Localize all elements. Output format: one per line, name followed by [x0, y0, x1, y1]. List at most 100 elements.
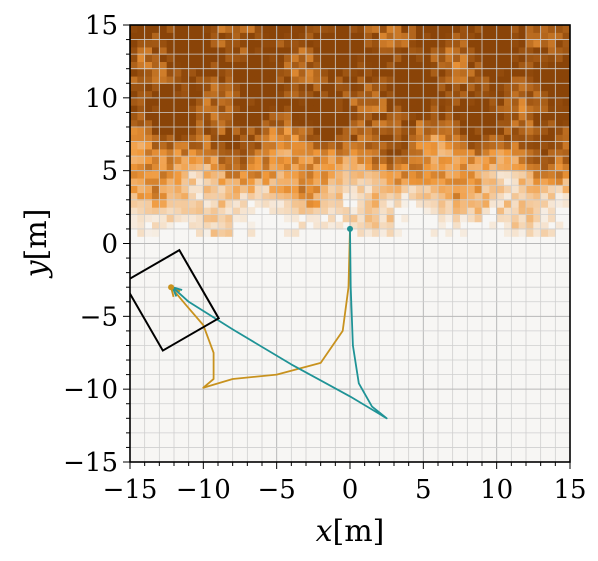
heatmap-cell — [320, 156, 329, 164]
heatmap-cell — [452, 199, 461, 208]
heatmap-cell — [540, 54, 549, 63]
heatmap-cell — [496, 119, 505, 128]
heatmap-cell — [474, 46, 483, 55]
heatmap-cell — [386, 221, 395, 230]
heatmap-cell — [247, 185, 256, 194]
heatmap-cell — [335, 207, 344, 215]
heatmap-cell — [408, 126, 417, 135]
heatmap-cell — [276, 170, 285, 179]
heatmap-cell — [247, 170, 256, 179]
heatmap-cell — [518, 61, 527, 70]
heatmap-cell — [144, 192, 153, 201]
heatmap-cell — [218, 83, 226, 92]
heatmap-cell — [482, 97, 490, 106]
heatmap-cell — [496, 83, 505, 92]
heatmap-cell — [562, 156, 570, 164]
heatmap-cell — [416, 46, 424, 55]
heatmap-cell — [364, 54, 373, 63]
heatmap-cell — [430, 192, 439, 201]
heatmap-cell — [350, 221, 358, 230]
heatmap-cell — [276, 25, 285, 33]
heatmap-cell — [284, 185, 292, 194]
heatmap-cell — [342, 134, 351, 143]
heatmap-cell — [152, 207, 160, 215]
heatmap-cell — [328, 207, 336, 215]
heatmap-cell — [130, 75, 138, 84]
heatmap-cell — [474, 177, 483, 186]
heatmap-cell — [474, 105, 483, 113]
heatmap-cell — [430, 39, 439, 48]
heatmap-cell — [269, 207, 278, 215]
heatmap-cell — [379, 134, 388, 143]
heatmap-cell — [438, 177, 446, 186]
heatmap-cell — [511, 207, 520, 215]
heatmap-cell — [218, 192, 226, 201]
heatmap-cell — [137, 126, 146, 135]
heatmap-cell — [357, 90, 366, 99]
heatmap-cell — [430, 185, 439, 194]
heatmap-cell — [284, 214, 292, 223]
heatmap-cell — [247, 148, 256, 157]
heatmap-cell — [548, 199, 556, 208]
heatmap-cell — [438, 83, 446, 92]
heatmap-cell — [159, 83, 168, 92]
heatmap-cell — [298, 83, 307, 92]
heatmap-cell — [364, 25, 373, 33]
heatmap-cell — [335, 90, 344, 99]
heatmap-cell — [130, 170, 138, 179]
heatmap-cell — [474, 97, 483, 106]
heatmap-cell — [313, 192, 322, 201]
heatmap-cell — [430, 83, 439, 92]
heatmap-cell — [210, 177, 219, 186]
heatmap-cell — [386, 54, 395, 63]
heatmap-cell — [174, 32, 182, 41]
x-tick-label: −15 — [103, 475, 158, 505]
heatmap-cell — [130, 112, 138, 121]
heatmap-cell — [240, 68, 248, 77]
heatmap-cell — [452, 134, 461, 143]
heatmap-cell — [284, 61, 292, 70]
heatmap-cell — [174, 177, 182, 186]
heatmap-cell — [225, 192, 234, 201]
heatmap-cell — [254, 126, 263, 135]
heatmap-cell — [394, 148, 402, 157]
heatmap-cell — [460, 39, 468, 48]
heatmap-cell — [401, 126, 410, 135]
heatmap-cell — [430, 207, 439, 215]
heatmap-cell — [364, 105, 373, 113]
heatmap-cell — [166, 156, 175, 164]
heatmap-cell — [188, 61, 197, 70]
heatmap-cell — [159, 134, 168, 143]
heatmap-cell — [240, 105, 248, 113]
heatmap-cell — [460, 25, 468, 33]
heatmap-cell — [210, 148, 219, 157]
heatmap-cell — [166, 134, 175, 143]
heatmap-cell — [291, 61, 300, 70]
heatmap-cell — [540, 177, 549, 186]
heatmap-cell — [548, 54, 556, 63]
heatmap-cell — [408, 170, 417, 179]
heatmap-cell — [526, 119, 534, 128]
heatmap-cell — [181, 112, 190, 121]
heatmap-cell — [394, 90, 402, 99]
heatmap-cell — [482, 207, 490, 215]
heatmap-cell — [342, 112, 351, 121]
heatmap-cell — [342, 141, 351, 150]
heatmap-cell — [137, 134, 146, 143]
heatmap-cell — [401, 46, 410, 55]
heatmap-cell — [474, 90, 483, 99]
heatmap-cell — [247, 54, 256, 63]
heatmap-cell — [284, 141, 292, 150]
heatmap-cell — [159, 75, 168, 84]
heatmap-cell — [181, 126, 190, 135]
heatmap-cell — [496, 90, 505, 99]
heatmap-cell — [357, 105, 366, 113]
heatmap-cell — [181, 90, 190, 99]
heatmap-cell — [225, 156, 234, 164]
heatmap-cell — [460, 119, 468, 128]
heatmap-cell — [130, 192, 138, 201]
heatmap-cell — [555, 97, 564, 106]
heatmap-cell — [357, 134, 366, 143]
heatmap-cell — [364, 192, 373, 201]
heatmap-cell — [232, 68, 241, 77]
